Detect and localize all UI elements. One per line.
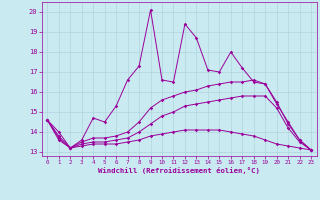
X-axis label: Windchill (Refroidissement éolien,°C): Windchill (Refroidissement éolien,°C) xyxy=(98,167,260,174)
